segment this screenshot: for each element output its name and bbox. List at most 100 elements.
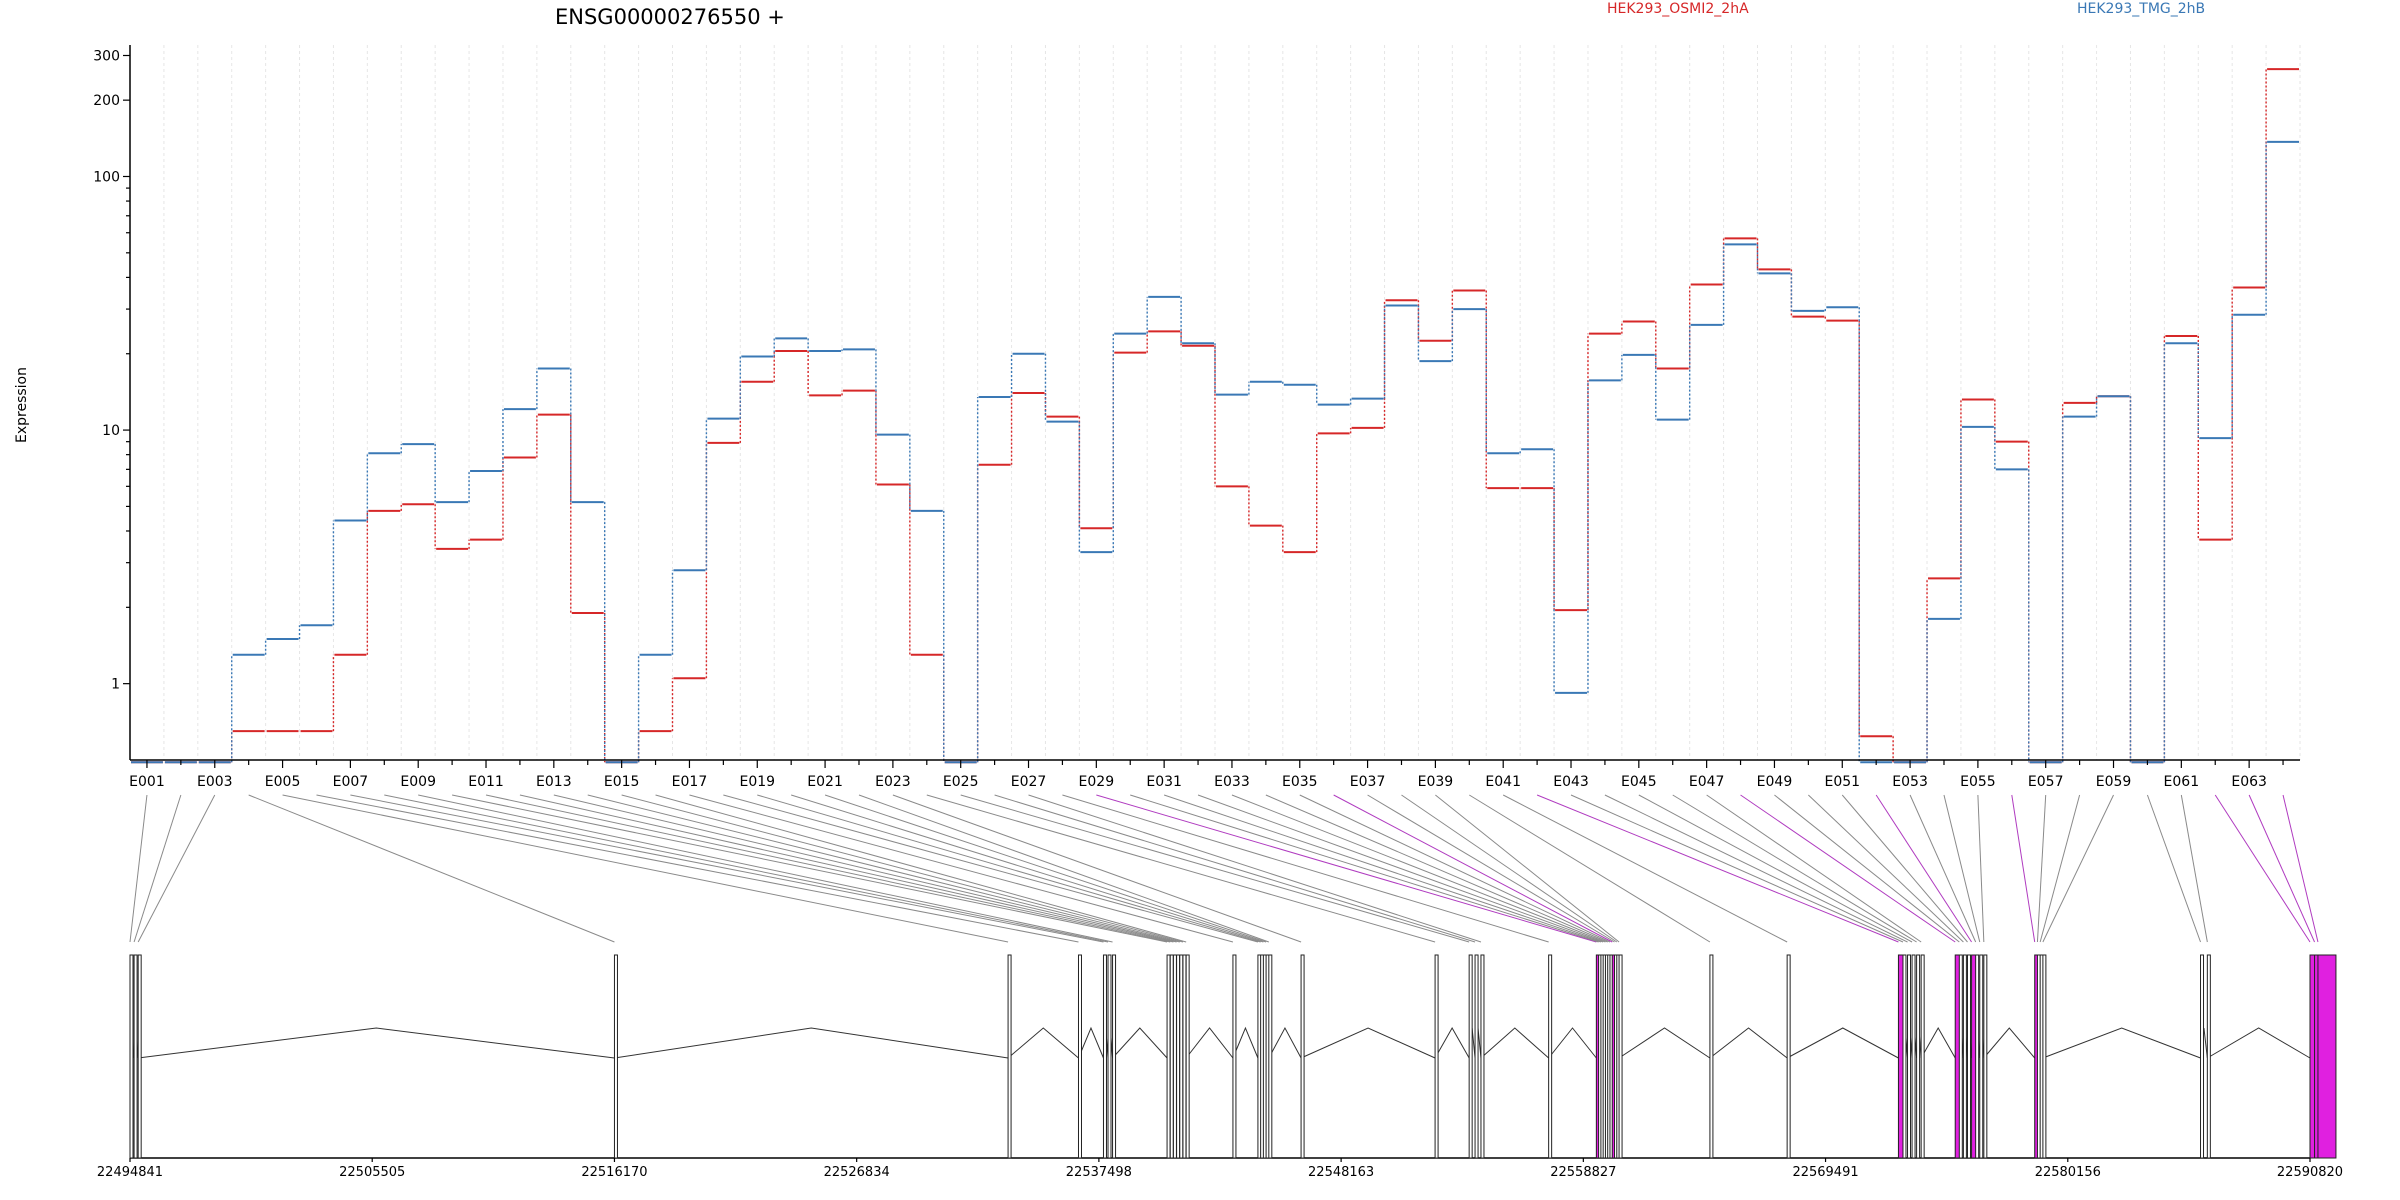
exon-box (1966, 954, 1971, 1159)
exon-connector (1469, 794, 1711, 943)
exon-connector (1299, 794, 1611, 943)
exon-connector (133, 794, 182, 943)
exon-box (1179, 954, 1184, 1159)
y-tick-label: 10 (102, 423, 120, 439)
exon-tick-label: E047 (1689, 774, 1725, 790)
exon-connector (452, 794, 1168, 943)
grid-lines (129, 45, 2301, 760)
intron-line (1786, 1027, 1899, 1059)
exon-connector (2180, 794, 2208, 943)
exon-tick-label: E027 (1011, 774, 1047, 790)
exon-connector (1367, 794, 1615, 943)
exon-tick-label: E017 (672, 774, 708, 790)
exon-box (1182, 954, 1187, 1159)
exon-tick-label: E005 (265, 774, 301, 790)
exon-box (133, 954, 138, 1159)
exon-connector (1536, 794, 1899, 943)
exon-connector (1740, 794, 1956, 943)
exon-connector (1130, 794, 1599, 943)
exon-connector (791, 794, 1264, 943)
exon-tick-label: E035 (1282, 774, 1318, 790)
exon-tick-label: E053 (1892, 774, 1928, 790)
exon-box (1548, 954, 1553, 1159)
exon-tick-label: E019 (739, 774, 775, 790)
exon-box (1166, 954, 1171, 1159)
exon-connector (2248, 794, 2315, 943)
intron-line (1007, 1027, 1079, 1059)
y-axis-label: Expression (14, 367, 30, 443)
genomic-coord-label: 22590820 (2277, 1165, 2343, 1180)
exon-box (1172, 954, 1177, 1159)
exon-box (1920, 954, 1925, 1159)
genomic-coord-label: 22569491 (1792, 1165, 1858, 1180)
intron-line (1268, 1026, 1302, 1059)
exon-tick-label: E013 (536, 774, 572, 790)
exon-connector (2036, 794, 2047, 943)
exon-tick-label: E033 (1214, 774, 1250, 790)
exon-connector (1265, 794, 1608, 943)
exon-tick-label: E007 (333, 774, 369, 790)
exon-connector (553, 794, 1177, 943)
exon-box (2042, 954, 2047, 1159)
exon-box (1232, 954, 1237, 1159)
exon-connector (1197, 794, 1604, 943)
exon-box (1434, 954, 1439, 1159)
exon-box (1911, 954, 1916, 1159)
intron-line (1112, 1027, 1168, 1059)
exon-box (129, 954, 134, 1159)
exon-connector (1333, 794, 1613, 943)
exon-connector (1570, 794, 1904, 943)
exon-box (2317, 954, 2337, 1159)
intron-line (1983, 1027, 2036, 1059)
exon-connector (316, 794, 1079, 943)
exon-connector (960, 794, 1470, 943)
exon-connector (1808, 794, 1964, 943)
exon-box (1786, 954, 1791, 1159)
exon-tick-label: E063 (2231, 774, 2267, 790)
exon-tick-label: E041 (1485, 774, 1521, 790)
intron-line (138, 1027, 615, 1059)
exon-box (1902, 954, 1907, 1159)
exon-box (2206, 954, 2211, 1159)
exon-connector (689, 794, 1234, 943)
exon-connector (2011, 794, 2036, 943)
exon-connector (1502, 794, 1788, 943)
exon-connector (1638, 794, 1913, 943)
exon-box (1480, 954, 1485, 1159)
gene-model: 22494841 22505505 22516170 22526834 22537498… (97, 954, 2343, 1180)
exon-connector (1875, 794, 1972, 943)
exon-box (1102, 954, 1107, 1159)
exon-tick-label: E015 (604, 774, 640, 790)
exon-tick-label: E051 (1824, 774, 1860, 790)
exon-box (1962, 954, 1967, 1159)
intron-line (2042, 1027, 2201, 1059)
intron-line (1300, 1027, 1436, 1059)
exon-connector (1028, 794, 1482, 943)
exon-connector (350, 794, 1104, 943)
exon-connector (1163, 794, 1602, 943)
exon-connector (1062, 794, 1549, 943)
exon-connector (2282, 794, 2319, 943)
genomic-coord-label: 22580156 (2035, 1165, 2101, 1180)
exon-box (1300, 954, 1305, 1159)
exon-connector (621, 794, 1184, 943)
exon-connector (1096, 794, 1597, 943)
exon-tick-label: E061 (2164, 774, 2200, 790)
exon-connector (2042, 794, 2114, 943)
intron-line (1232, 1026, 1259, 1059)
exon-connector (282, 794, 1009, 943)
y-tick-label: 300 (93, 48, 120, 64)
intron-line (1709, 1027, 1788, 1059)
exon-box (1916, 954, 1921, 1159)
exon-tick-label: E009 (400, 774, 436, 790)
exon-connector (137, 794, 216, 943)
intron-line (1618, 1027, 1711, 1059)
exon-box (1958, 954, 1963, 1159)
exon-connector (1604, 794, 1908, 943)
genomic-coord-label: 22494841 (97, 1165, 163, 1180)
y-tick-label: 200 (93, 93, 120, 109)
intron-line (1920, 1026, 1956, 1059)
exon-box (1979, 954, 1984, 1159)
exon-connector (757, 794, 1261, 943)
legend-entry-osmi2: HEK293_OSMI2_2hA (1607, 1, 1749, 17)
